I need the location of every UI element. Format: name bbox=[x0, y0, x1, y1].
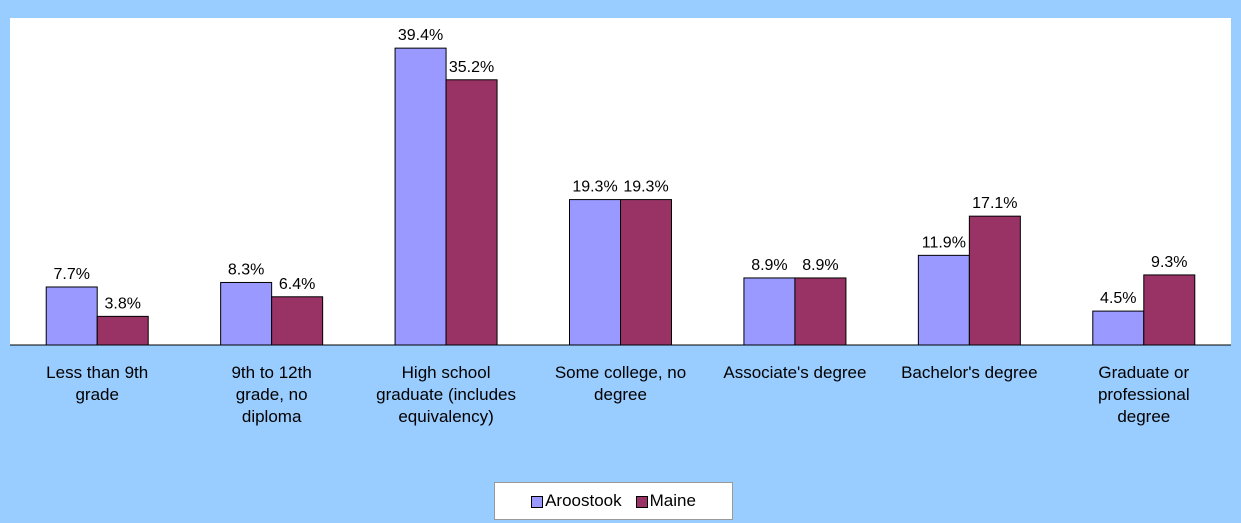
data-label: 8.9% bbox=[802, 257, 838, 274]
legend: Aroostook Maine bbox=[494, 482, 733, 520]
data-label: 8.3% bbox=[228, 261, 264, 278]
bar bbox=[569, 199, 621, 346]
legend-swatch bbox=[531, 495, 544, 508]
data-label: 17.1% bbox=[972, 195, 1017, 212]
bar bbox=[271, 296, 324, 346]
legend-item: Maine bbox=[635, 491, 696, 511]
x-tick-label: Less than 9th grade bbox=[46, 363, 149, 404]
x-tick-label: Some college, no degree bbox=[554, 363, 687, 404]
data-label: 7.7% bbox=[53, 266, 89, 283]
x-tick-label: Bachelor's degree bbox=[901, 363, 1038, 382]
legend-swatch bbox=[635, 495, 648, 508]
plot: 7.7% 3.8% 8.3% 6.4% 39.4% 35.2% 19.3% 19.3% 8.9%… bbox=[10, 18, 1231, 346]
bar bbox=[220, 281, 273, 346]
data-label: 3.8% bbox=[104, 295, 140, 312]
x-tick-label: 9th to 12th grade, no diploma bbox=[231, 363, 312, 426]
data-label: 8.9% bbox=[751, 257, 787, 274]
bar bbox=[794, 277, 847, 346]
bar bbox=[743, 277, 796, 346]
bar bbox=[445, 79, 498, 346]
data-label: 11.9% bbox=[922, 234, 966, 251]
bar bbox=[96, 315, 149, 346]
data-label: 19.3% bbox=[623, 179, 668, 196]
data-label: 4.5% bbox=[1100, 290, 1136, 307]
bar bbox=[1143, 274, 1196, 346]
bar bbox=[394, 47, 447, 346]
bar bbox=[968, 215, 1021, 346]
bar bbox=[620, 199, 672, 346]
legend-item: Aroostook bbox=[531, 491, 622, 511]
legend-label: Aroostook bbox=[545, 491, 622, 510]
data-label: 6.4% bbox=[279, 276, 315, 293]
bar bbox=[45, 286, 98, 346]
bar bbox=[1092, 310, 1145, 346]
data-label: 9.3% bbox=[1151, 254, 1187, 271]
bar bbox=[917, 254, 970, 346]
legend-label: Maine bbox=[649, 491, 696, 510]
x-tick-label: Graduate or professional degree bbox=[1097, 363, 1190, 426]
data-label: 35.2% bbox=[449, 59, 494, 76]
data-label: 39.4% bbox=[398, 27, 443, 44]
x-tick-label: High school graduate (includes equivalen… bbox=[376, 363, 516, 426]
data-label: 19.3% bbox=[572, 179, 617, 196]
x-tick-label: Associate's degree bbox=[723, 363, 867, 382]
